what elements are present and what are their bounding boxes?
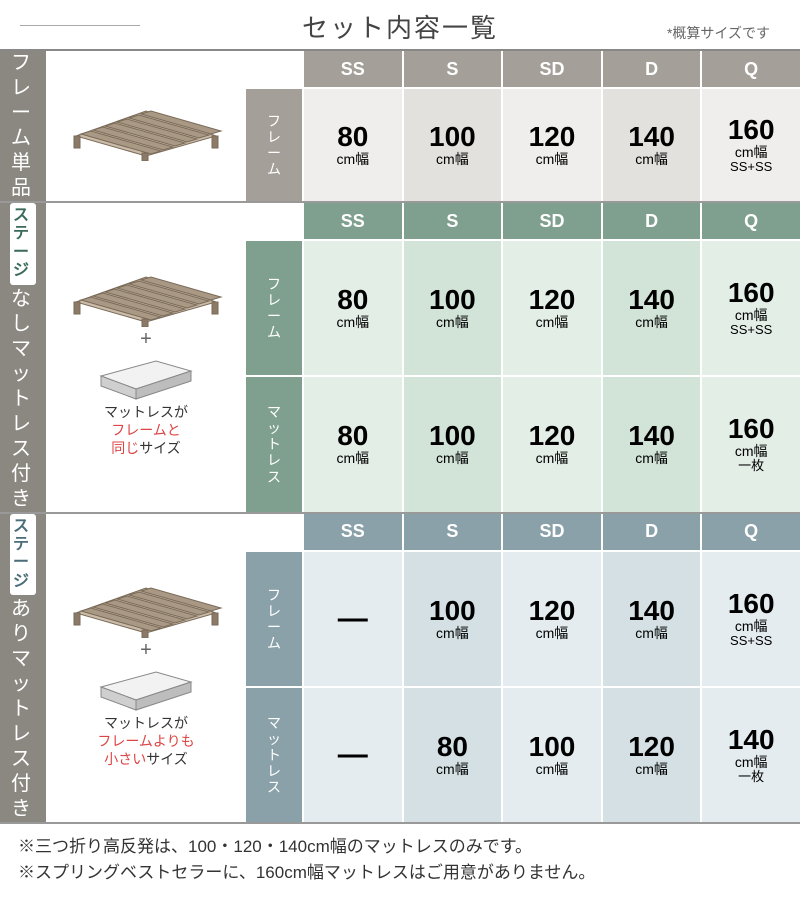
size-cell: 120cm幅 [601,686,701,822]
size-chart: セット内容一覧 *概算サイズです フレーム単品 SSSSDDQフレーム80cm幅… [0,0,800,897]
size-grid: SSSSDDQフレームマットレス80cm幅100cm幅120cm幅140cm幅1… [246,203,800,512]
col-header: Q [700,514,800,550]
caption: マットレスがフレームと同じサイズ [104,403,188,458]
col-header: D [601,51,701,87]
size-cell: 80cm幅 [302,375,402,511]
illustration: + マットレスがフレームと同じサイズ [46,203,246,512]
size-cell: 120cm幅 [501,239,601,375]
stage-badge: ステージ [10,203,36,285]
col-header: SS [302,203,402,239]
size-cell: 140cm幅 [601,87,701,201]
size-cell: 100cm幅 [402,239,502,375]
col-header: D [601,203,701,239]
row-label: フレーム [246,550,302,686]
row-label: マットレス [246,375,302,511]
size-cell: 140cm幅 [601,375,701,511]
page-title: セット内容一覧 [302,8,498,45]
size-grid: SSSSDDQフレームマットレス—100cm幅120cm幅140cm幅160cm… [246,514,800,823]
bedframe-icon [66,257,226,327]
size-cell: 100cm幅 [402,375,502,511]
mattress-icon [91,351,201,401]
size-cell: 80cm幅 [302,239,402,375]
size-cell: 120cm幅 [501,375,601,511]
size-cell: 140cm幅 [601,550,701,686]
section-s2: ステージなしマットレス付き + マットレスがフレームと同じサイズSSSSDDQフ… [0,203,800,514]
bedframe-icon [66,91,226,161]
mattress-icon [91,662,201,712]
row-label: フレーム [246,87,302,201]
subtitle: *概算サイズです [667,23,770,43]
section-label: ステージなしマットレス付き [0,203,46,512]
size-cell: 100cm幅 [501,686,601,822]
col-header: SD [501,514,601,550]
col-header: SS [302,51,402,87]
col-header: S [402,51,502,87]
row-label: マットレス [246,686,302,822]
section-s1: フレーム単品 SSSSDDQフレーム80cm幅100cm幅120cm幅140cm… [0,51,800,203]
size-cell: 140cm幅一枚 [700,686,800,822]
col-header: D [601,514,701,550]
size-cell: 120cm幅 [501,87,601,201]
size-cell: 100cm幅 [402,550,502,686]
section-label: フレーム単品 [0,51,46,201]
row-label: フレーム [246,239,302,375]
col-header: SD [501,51,601,87]
caption: マットレスがフレームよりも小さいサイズ [97,714,194,769]
section-label: ステージありマットレス付き [0,514,46,823]
footnotes: ※三つ折り高反発は、100・120・140cm幅のマットレスのみです。※スプリン… [0,824,800,897]
col-header: SD [501,203,601,239]
size-cell: 160cm幅SS+SS [700,87,800,201]
col-header: Q [700,51,800,87]
size-cell: 160cm幅一枚 [700,375,800,511]
plus-icon: + [140,329,152,349]
col-header: SS [302,514,402,550]
size-cell: 120cm幅 [501,550,601,686]
footnote-line: ※スプリングベストセラーに、160cm幅マットレスはご用意がありません。 [18,860,782,886]
size-grid: SSSSDDQフレーム80cm幅100cm幅120cm幅140cm幅160cm幅… [246,51,800,201]
title-row: セット内容一覧 *概算サイズです [0,0,800,51]
col-header: Q [700,203,800,239]
stage-badge: ステージ [10,514,36,596]
size-cell: 140cm幅 [601,239,701,375]
section-s3: ステージありマットレス付き + マットレスがフレームよりも小さいサイズSSSSD… [0,514,800,825]
header-row: SSSSDDQ [246,514,800,550]
size-cell: — [302,686,402,822]
footnote-line: ※三つ折り高反発は、100・120・140cm幅のマットレスのみです。 [18,834,782,860]
illustration: + マットレスがフレームよりも小さいサイズ [46,514,246,823]
header-row: SSSSDDQ [246,51,800,87]
illustration [46,51,246,201]
size-cell: 100cm幅 [402,87,502,201]
size-cell: 80cm幅 [402,686,502,822]
col-header: S [402,514,502,550]
bedframe-icon [66,568,226,638]
header-row: SSSSDDQ [246,203,800,239]
plus-icon: + [140,640,152,660]
size-cell: 160cm幅SS+SS [700,239,800,375]
col-header: S [402,203,502,239]
size-cell: 160cm幅SS+SS [700,550,800,686]
size-cell: — [302,550,402,686]
size-cell: 80cm幅 [302,87,402,201]
